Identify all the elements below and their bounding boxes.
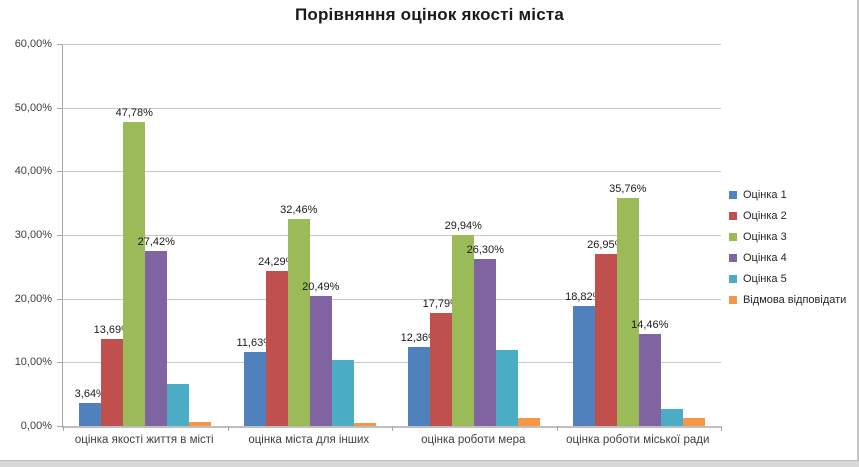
bar <box>243 351 266 426</box>
legend-swatch-icon <box>729 212 737 220</box>
y-axis-tick <box>57 107 63 109</box>
bar-value-label: 24,29% <box>258 256 296 269</box>
legend-label: Оцінка 1 <box>743 189 787 201</box>
y-axis: 60,00% 50,00% 40,00% 30,00% 20,00% 10,00% 0,00… <box>0 38 56 432</box>
bar <box>452 235 475 426</box>
bar <box>145 251 168 426</box>
bar <box>518 418 541 426</box>
bar-value-label: 29,94% <box>444 220 482 233</box>
bar <box>682 417 705 426</box>
gridline <box>63 298 721 300</box>
bar-value-label: 20,49% <box>302 280 340 293</box>
bar-value-label: 35,76% <box>609 183 647 196</box>
gridline <box>63 107 721 109</box>
bar <box>660 409 683 426</box>
legend-label: Оцінка 3 <box>743 231 787 243</box>
legend-item: Оцінка 5 <box>729 273 846 285</box>
category-label: оцінка якості життя в місті <box>74 434 214 446</box>
gridline <box>63 362 721 364</box>
legend-label: Оцінка 4 <box>743 252 787 264</box>
bar <box>594 254 617 426</box>
x-axis-tick <box>556 426 558 431</box>
y-axis-tick-label: 0,00% <box>20 420 52 432</box>
bar <box>123 121 146 426</box>
x-axis: оцінка якості життя в місті оцінка міста … <box>62 434 720 450</box>
bar-value-label: 18,82% <box>565 291 603 304</box>
bar-value-label: 17,79% <box>422 297 460 310</box>
bar <box>638 333 661 426</box>
window-right-edge <box>857 0 859 467</box>
y-axis-tick-label: 20,00% <box>14 292 52 305</box>
legend-item: Відмова відповідати <box>729 294 846 306</box>
bar-value-label: 32,46% <box>280 204 318 217</box>
category-label: оцінка роботи міської ради <box>566 434 710 446</box>
legend-item: Оцінка 4 <box>729 252 846 264</box>
bar-value-label: 3,64% <box>74 387 106 400</box>
legend-swatch-icon <box>729 296 737 304</box>
y-axis-tick-label: 10,00% <box>14 356 52 369</box>
category-label: оцінка міста для інших <box>248 434 370 446</box>
bar-value-label: 12,36% <box>400 332 438 345</box>
bar-value-label: 11,63% <box>236 336 274 349</box>
plot-area: 3,64% 13,69% 47,78% 27,42% 11,63% 24,29% 32,46… <box>57 44 722 431</box>
legend: Оцінка 1 Оцінка 2 Оцінка 3 Оцінка 4 Оцінка 5… <box>729 189 846 315</box>
bar <box>167 383 190 426</box>
bar-value-label: 14,46% <box>631 318 669 331</box>
bar <box>474 258 497 426</box>
legend-label: Оцінка 5 <box>743 273 787 285</box>
y-axis-tick <box>57 235 63 236</box>
y-axis-tick <box>57 362 63 364</box>
category-label: оцінка роботи мера <box>421 434 526 446</box>
y-axis-tick <box>57 426 63 427</box>
bar <box>616 198 639 426</box>
bar-value-label: 27,42% <box>137 236 175 249</box>
gridline <box>63 235 721 236</box>
bar <box>408 347 431 426</box>
chart-title: Порівняння оцінок якості міста <box>294 5 565 24</box>
y-axis-tick-label: 30,00% <box>14 229 52 241</box>
y-axis-tick-label: 50,00% <box>14 101 52 114</box>
legend-swatch-icon <box>729 191 737 199</box>
bar <box>309 295 332 426</box>
bar <box>189 421 212 426</box>
x-axis-tick <box>392 426 393 431</box>
bar <box>331 359 354 426</box>
bar <box>353 422 376 426</box>
y-axis-tick-label: 60,00% <box>14 38 52 50</box>
bar <box>79 402 102 426</box>
bar <box>101 338 124 426</box>
legend-swatch-icon <box>729 254 737 262</box>
y-axis-tick <box>57 171 63 173</box>
bar <box>287 219 310 426</box>
y-axis-tick <box>57 44 63 45</box>
bar-value-label: 47,78% <box>115 106 153 119</box>
legend-label: Оцінка 2 <box>743 210 787 222</box>
x-axis-tick <box>721 426 722 431</box>
legend-item: Оцінка 1 <box>729 189 846 201</box>
bar <box>265 271 288 426</box>
y-axis-tick <box>57 298 63 300</box>
gridline <box>63 44 721 45</box>
bar <box>430 312 453 426</box>
x-axis-tick <box>227 426 229 431</box>
bar <box>572 306 595 426</box>
y-axis-tick-label: 40,00% <box>14 165 52 178</box>
bar-value-label: 26,30% <box>466 243 504 256</box>
x-axis-tick <box>63 426 64 431</box>
gridline <box>63 171 721 173</box>
legend-item: Оцінка 3 <box>729 231 846 243</box>
window-bottom-edge <box>0 460 859 467</box>
legend-item: Оцінка 2 <box>729 210 846 222</box>
legend-label: Відмова відповідати <box>743 294 847 306</box>
legend-swatch-icon <box>729 275 737 283</box>
bar-value-label: 13,69% <box>93 323 131 336</box>
legend-swatch-icon <box>729 233 737 241</box>
bar-value-label: 26,95% <box>587 239 625 252</box>
bar <box>496 349 519 426</box>
